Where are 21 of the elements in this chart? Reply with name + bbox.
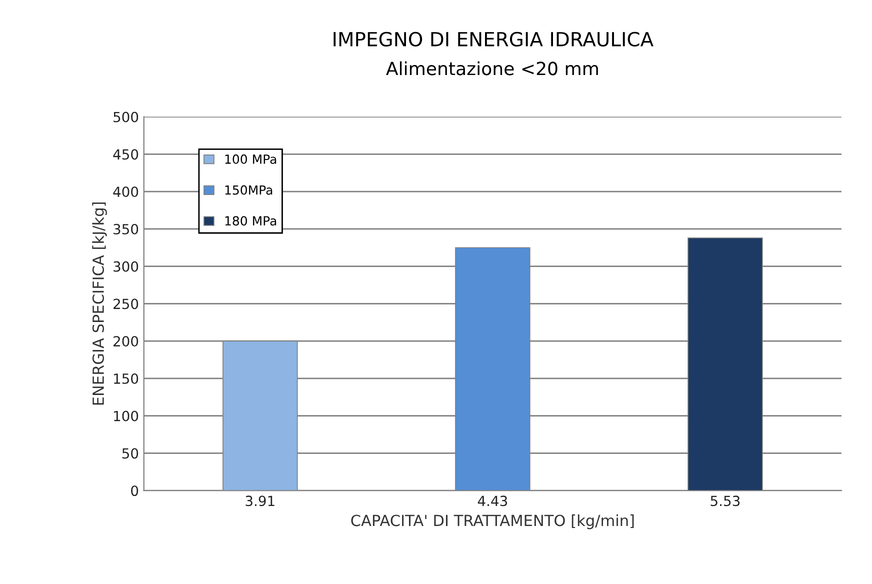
y-tick-label: 350 bbox=[114, 224, 138, 234]
y-tick-label: 500 bbox=[114, 112, 138, 122]
legend-label: 180 MPa bbox=[225, 216, 276, 226]
y-tick-label: 0 bbox=[131, 486, 138, 496]
y-tick-label: 400 bbox=[113, 186, 138, 198]
y-tick-label: 300 bbox=[114, 261, 138, 272]
x-tick-label: 5.53 bbox=[710, 496, 740, 506]
chart-title: IMPEGNO DI ENERGIA IDRAULICA bbox=[334, 32, 654, 47]
y-tick-label: 50 bbox=[122, 448, 138, 459]
legend-label: 150MPa bbox=[225, 185, 272, 195]
y-tick-label: 450 bbox=[113, 149, 138, 160]
legend-label: 100 MPa bbox=[225, 154, 276, 164]
y-axis-title: ENERGIA SPECIFICA [kJ/kg] bbox=[92, 202, 107, 405]
x-tick-label: 3.91 bbox=[246, 496, 274, 506]
x-axis-title: CAPACITA' DI TRATTAMENTO [kg/min] bbox=[351, 514, 634, 530]
y-tick-label: 250 bbox=[114, 298, 138, 310]
y-tick-label: 150 bbox=[114, 373, 138, 384]
x-tick-label: 4.43 bbox=[478, 496, 508, 506]
y-tick-label: 200 bbox=[114, 336, 138, 347]
chart-subtitle: Alimentazione <20 mm bbox=[386, 61, 598, 76]
y-tick-label: 100 bbox=[114, 410, 138, 422]
